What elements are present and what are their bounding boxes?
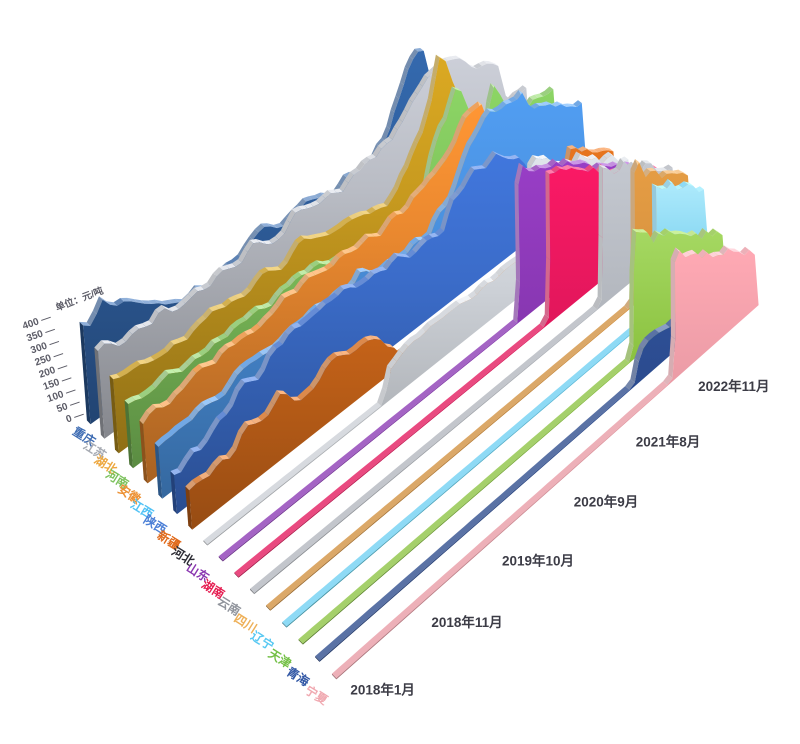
svg-text:2018年1月: 2018年1月 xyxy=(350,682,415,698)
svg-text:2019年10月: 2019年10月 xyxy=(502,553,574,569)
svg-text:2020年9月: 2020年9月 xyxy=(574,494,639,510)
svg-text:2021年8月: 2021年8月 xyxy=(636,434,701,450)
svg-text:2018年11月: 2018年11月 xyxy=(431,614,502,630)
svg-text:2022年11月: 2022年11月 xyxy=(698,378,769,394)
